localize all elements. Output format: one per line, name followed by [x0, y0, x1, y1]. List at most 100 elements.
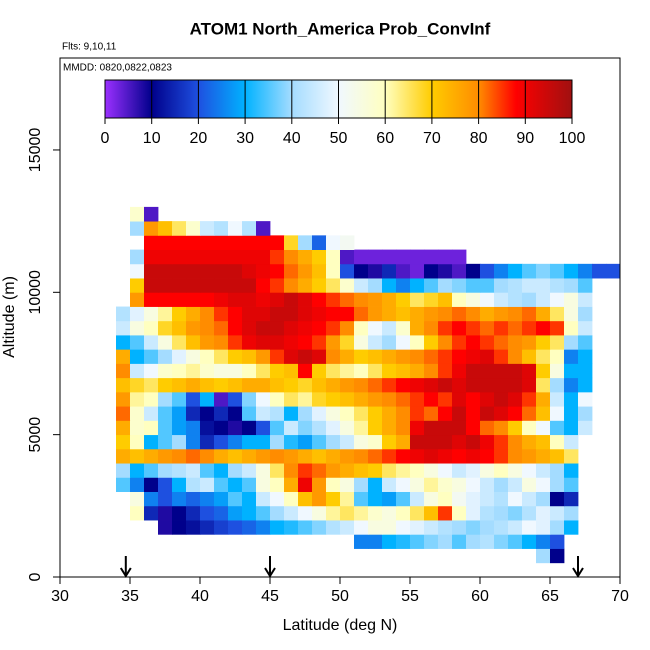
heat-cell [382, 434, 397, 450]
heat-cell [284, 463, 299, 478]
heat-cell [354, 534, 369, 549]
colorbar-tick-label: 20 [190, 130, 208, 147]
heat-cell [354, 306, 369, 322]
heat-cell [256, 335, 271, 350]
heat-cell [186, 363, 201, 379]
x-tick-label: 30 [51, 588, 69, 605]
heat-cell [256, 349, 271, 364]
heat-cell [228, 463, 243, 478]
heat-cell [354, 505, 369, 521]
heat-cell [172, 406, 187, 421]
heat-cell [158, 349, 173, 364]
heat-cell [326, 263, 341, 279]
heat-cell [340, 434, 355, 450]
heat-cell [256, 434, 271, 450]
heat-cell [550, 406, 565, 421]
heat-cell [326, 349, 341, 364]
heat-cell [550, 306, 565, 322]
heat-cell [424, 391, 439, 407]
heat-cell [172, 420, 187, 436]
heat-cell [284, 249, 299, 265]
heat-cell [508, 349, 523, 364]
heat-cell [256, 491, 271, 507]
heat-cell [326, 235, 341, 251]
heat-cell [410, 534, 425, 549]
heat-cell [326, 448, 341, 464]
heat-cell [270, 520, 285, 535]
heat-cell [438, 335, 453, 350]
heat-cell [284, 278, 299, 293]
heat-cell [130, 434, 145, 450]
heat-cell [312, 349, 327, 364]
heat-cell [578, 406, 593, 421]
heat-cell [158, 391, 173, 407]
heat-cell [158, 363, 173, 379]
heat-cell [144, 320, 159, 336]
heat-cell [242, 505, 257, 521]
heat-cell [452, 278, 467, 293]
heat-cell [424, 534, 439, 549]
heat-cell [116, 463, 131, 478]
heat-cell [312, 335, 327, 350]
heat-cell [508, 434, 523, 450]
heat-cell [396, 377, 411, 393]
heat-cell [228, 491, 243, 507]
heat-cell [200, 335, 215, 350]
heat-cell [410, 249, 425, 265]
heat-cell [564, 434, 579, 450]
heat-cell [564, 335, 579, 350]
heat-cell [326, 306, 341, 322]
heat-cell [396, 534, 411, 549]
heat-cell [144, 463, 159, 478]
heat-cell [158, 235, 173, 251]
heat-cell [186, 221, 201, 236]
heat-cell [158, 406, 173, 421]
heat-cell [242, 278, 257, 293]
heat-cell [326, 406, 341, 421]
heat-cell [158, 463, 173, 478]
heat-cell [494, 306, 509, 322]
heat-cell [368, 534, 383, 549]
heat-cell [116, 377, 131, 393]
heat-cell [564, 520, 579, 535]
heat-cell [284, 520, 299, 535]
heat-cell [340, 491, 355, 507]
heat-cell [326, 463, 341, 478]
heat-cell [242, 292, 257, 307]
heat-cell [144, 349, 159, 364]
heat-cell [144, 406, 159, 421]
heat-cell [284, 320, 299, 336]
heat-cell [214, 349, 229, 364]
heat-cell [340, 292, 355, 307]
heat-cell [550, 434, 565, 450]
heat-cell [508, 463, 523, 478]
heat-cell [480, 406, 495, 421]
heat-cell [382, 249, 397, 265]
heat-cell [494, 420, 509, 436]
colorbar-tick-label: 60 [376, 130, 394, 147]
heat-cell [522, 377, 537, 393]
heat-cell [424, 406, 439, 421]
heat-cell [228, 434, 243, 450]
heat-cell [284, 349, 299, 364]
heat-cell [354, 463, 369, 478]
heat-cell [438, 363, 453, 379]
heat-cell [452, 434, 467, 450]
heat-cell [382, 534, 397, 549]
flights-label: Flts: 9,10,11 [62, 42, 117, 53]
heat-cell [284, 292, 299, 307]
colorbar-tick-label: 90 [516, 130, 534, 147]
heat-cell [298, 463, 313, 478]
heat-cell [438, 391, 453, 407]
heat-cell [256, 406, 271, 421]
heat-cell [480, 520, 495, 535]
heat-cell [312, 406, 327, 421]
heat-cell [396, 448, 411, 464]
colorbar-tick-label: 30 [236, 130, 254, 147]
heat-cell [172, 306, 187, 322]
heat-cell [214, 406, 229, 421]
heat-cell [298, 420, 313, 436]
heat-cell [368, 335, 383, 350]
heat-cell [270, 448, 285, 464]
heat-cell [494, 477, 509, 492]
